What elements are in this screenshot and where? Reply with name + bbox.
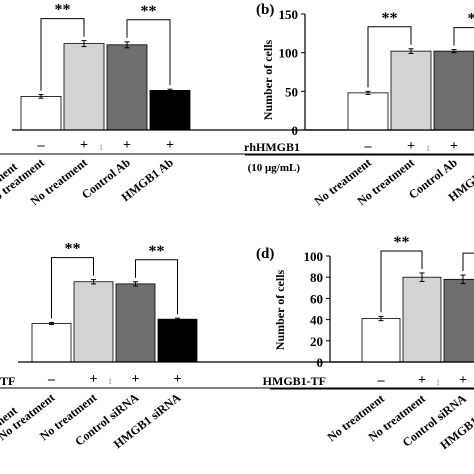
y-tick-label: 60 xyxy=(310,291,323,306)
bar xyxy=(31,323,72,363)
treatment-sign: + xyxy=(174,372,182,387)
significance-bracket xyxy=(380,250,423,313)
chart-panel-4: (d)Number of cells020406080100****–+++1H… xyxy=(256,234,474,452)
significance-label: ** xyxy=(55,2,71,19)
treatment-sign: + xyxy=(132,372,140,387)
treatment-sign: + xyxy=(123,138,131,153)
significance-label: ** xyxy=(468,11,474,28)
significance-label: ** xyxy=(149,243,165,260)
bar xyxy=(115,283,156,363)
bar xyxy=(433,50,474,131)
bar xyxy=(443,278,474,363)
treatment-sign: – xyxy=(377,373,386,388)
treatment-sign: – xyxy=(364,139,373,154)
y-tick-label: 20 xyxy=(310,334,323,349)
treatment-sublabel: (10 μg/mL) xyxy=(248,162,301,174)
significance-bracket xyxy=(135,259,178,315)
y-tick-label: 100 xyxy=(304,249,324,264)
y-axis-label: Number of cells xyxy=(273,269,287,350)
significance-bracket xyxy=(367,26,412,88)
bar xyxy=(361,318,401,363)
significance-bracket xyxy=(51,257,94,319)
significance-bracket xyxy=(126,19,171,86)
treatment-sign: + xyxy=(418,373,426,388)
bar xyxy=(63,43,105,131)
tick-note: 1 xyxy=(436,378,440,387)
y-tick-label: 80 xyxy=(310,270,323,285)
bar xyxy=(390,50,432,131)
chart-panel-2: (b)Number of cells050100150****–+++1rhHM… xyxy=(244,2,474,208)
treatment-sign: + xyxy=(459,373,467,388)
significance-label: ** xyxy=(382,10,398,27)
treatment-sign: – xyxy=(37,138,46,153)
y-axis-label: Number of cells xyxy=(261,39,275,120)
y-tick-label: 0 xyxy=(292,123,299,138)
treatment-sign: + xyxy=(407,139,415,154)
treatment-sign: + xyxy=(450,139,458,154)
panel-letter: (b) xyxy=(256,2,274,18)
y-tick-label: 40 xyxy=(310,313,323,328)
y-tick-label: 100 xyxy=(279,46,299,61)
significance-bracket xyxy=(462,252,474,272)
bar xyxy=(157,318,198,363)
y-tick-label: 150 xyxy=(279,7,299,22)
tick-note: 1 xyxy=(99,143,103,152)
treatment-sign: + xyxy=(166,138,174,153)
treatment-sign: + xyxy=(90,372,98,387)
significance-bracket xyxy=(453,27,474,46)
bar xyxy=(73,281,114,363)
y-tick-label: 50 xyxy=(285,84,298,99)
treatment-sign: – xyxy=(47,372,56,387)
y-tick-label: 0 xyxy=(317,355,324,370)
treatment-label: TF xyxy=(0,374,15,388)
bar xyxy=(402,276,442,363)
tick-note: 1 xyxy=(108,377,112,386)
significance-bracket xyxy=(40,18,85,91)
significance-label: ** xyxy=(394,234,410,251)
treatment-sign: + xyxy=(80,138,88,153)
significance-label: ** xyxy=(141,3,157,20)
bar xyxy=(106,44,148,131)
treatment-label: rhHMGB1 xyxy=(244,140,300,154)
significance-label: ** xyxy=(65,241,81,258)
bar xyxy=(347,92,389,131)
panel-letter: (d) xyxy=(256,246,274,262)
tick-note: 1 xyxy=(426,144,430,153)
bar xyxy=(20,96,62,131)
treatment-label: HMGB1-TF xyxy=(263,374,326,388)
bar xyxy=(149,90,191,131)
